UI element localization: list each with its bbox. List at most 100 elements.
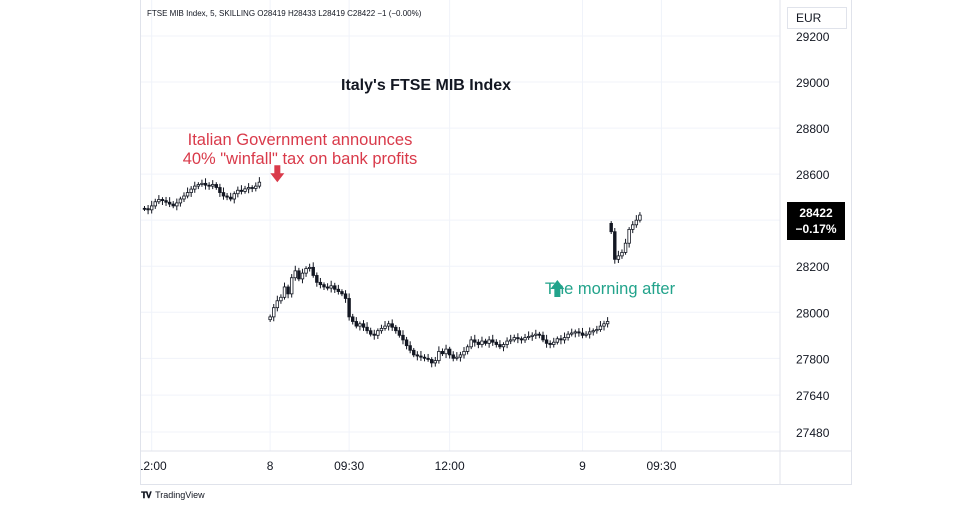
candle-body (257, 181, 262, 187)
currency-selector[interactable]: EUR (787, 7, 847, 29)
candle-body (149, 205, 154, 211)
candle-body (541, 334, 545, 341)
candle-body (225, 195, 229, 198)
candle-body (519, 338, 524, 341)
candle-body (422, 356, 427, 359)
candle-body (631, 224, 635, 230)
candle-body (268, 316, 272, 321)
candle-body (160, 199, 165, 202)
x-tick-label: 8 (267, 459, 274, 473)
candle-body (548, 342, 552, 345)
candle-body (570, 332, 574, 335)
x-tick-label: 12:00 (435, 459, 465, 473)
candle-body (246, 187, 251, 190)
candle-body (512, 337, 516, 341)
candle-body (146, 208, 150, 211)
candle-body (297, 270, 301, 280)
candle-body (494, 341, 499, 345)
candle-body (566, 333, 570, 339)
y-tick-label: 28800 (796, 122, 830, 136)
candle-body (469, 339, 473, 348)
candle-body (351, 316, 355, 322)
candle-body (433, 360, 437, 364)
candles (142, 177, 642, 368)
candle-body (193, 185, 197, 190)
candle-body (282, 286, 287, 298)
candle-body (591, 330, 595, 333)
candle-body (440, 351, 445, 355)
candle-body (300, 272, 305, 280)
candle-body (232, 193, 236, 200)
candle-body (573, 331, 577, 334)
symbol-header: FTSE MIB Index, 5, SKILLING O28419 H2843… (147, 9, 422, 18)
candle-body (250, 187, 254, 189)
candle-body (419, 355, 423, 358)
candle-body (537, 333, 542, 336)
candle-body (451, 354, 455, 359)
candle-body (343, 293, 348, 299)
candle-body (354, 321, 359, 327)
candle-body (307, 266, 312, 269)
candle-body (580, 332, 585, 336)
candlestick-chart[interactable]: 2920029000288002860028400282002800027800… (140, 0, 852, 485)
candle-body (595, 329, 599, 332)
candle-body (178, 198, 183, 204)
candle-body (153, 201, 157, 207)
morning-after-annotation: The morning after (525, 280, 695, 299)
candle-body (372, 333, 376, 336)
grid (140, 0, 780, 451)
candle-body (196, 184, 201, 187)
candle-body (584, 333, 588, 336)
x-tick-label: 09:30 (646, 459, 676, 473)
candle-body (476, 341, 481, 345)
candle-body (505, 340, 509, 345)
candle-body (408, 345, 412, 351)
candle-body (634, 219, 639, 226)
candle-body (272, 307, 276, 318)
candle-body (243, 188, 247, 192)
tradingview-brand[interactable]: 𝐓𝐕 TradingView (141, 490, 205, 501)
candle-body (429, 359, 434, 364)
y-tick-label: 27800 (796, 352, 830, 366)
candle-body (562, 337, 567, 341)
candle-body (487, 339, 491, 344)
candle-body (175, 202, 179, 207)
candle-body (394, 326, 398, 332)
candle-body (142, 207, 147, 210)
candle-body (412, 349, 416, 356)
candle-body (623, 242, 628, 253)
candle-body (275, 300, 280, 309)
candle-body (200, 182, 204, 185)
candle-body (426, 357, 430, 360)
candle-body (279, 296, 283, 302)
y-tick-label: 27640 (796, 389, 830, 403)
last-price-label: 28422 −0.17% (787, 202, 845, 240)
candle-body (383, 325, 387, 329)
candle-body (552, 341, 556, 345)
candle-body (458, 354, 463, 358)
candle-body (386, 323, 391, 327)
candle-body (455, 356, 459, 359)
candle-body (447, 348, 452, 356)
candle-body (401, 334, 405, 341)
y-tick-label: 29200 (796, 30, 830, 44)
candle-body (605, 321, 610, 325)
candle-body (462, 351, 466, 356)
candle-body (530, 334, 534, 337)
candle-body (368, 330, 373, 335)
candle-body (315, 275, 319, 283)
candle-body (555, 338, 560, 343)
candle-body (613, 231, 617, 260)
candle-body (254, 185, 258, 189)
candle-body (508, 339, 513, 342)
candle-body (211, 184, 215, 187)
y-tick-label: 28200 (796, 260, 830, 274)
chart-frame: 2920029000288002860028400282002800027800… (140, 0, 852, 485)
arrow-down-icon (270, 165, 285, 183)
chart-title: Italy's FTSE MIB Index (341, 77, 512, 94)
candle-body (444, 348, 448, 355)
annotation-line: 40% "winfall" tax on bank profits (182, 150, 418, 168)
last-price: 28422 (799, 206, 833, 220)
candle-body (473, 339, 477, 343)
candle-body (185, 192, 190, 197)
